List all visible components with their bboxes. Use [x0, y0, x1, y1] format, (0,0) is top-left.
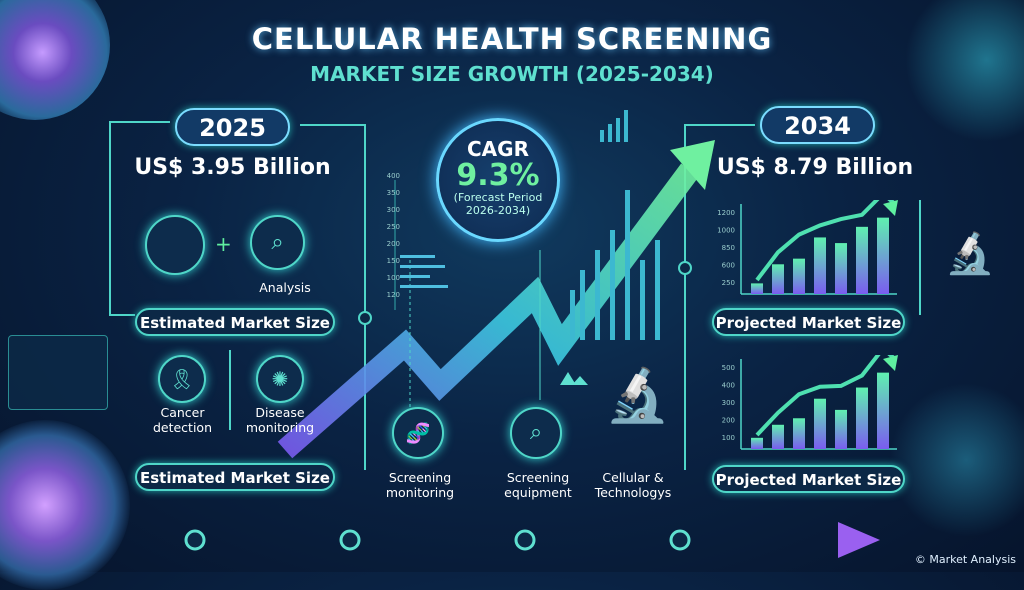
center-axis-ticks: 400 350 300 250 200 150 100 120: [376, 172, 400, 299]
screening-equipment-label: Screening equipment: [504, 470, 572, 500]
page-subtitle: MARKET SIZE GROWTH (2025-2034): [310, 62, 714, 86]
screening-monitoring-label: Screening monitoring: [385, 470, 455, 500]
bar: [835, 243, 847, 294]
axis-tick: 120: [386, 291, 400, 299]
copyright-text: © Market Analysis: [914, 553, 1016, 566]
bar: [793, 418, 805, 449]
projected-market-size-label-2: Projected Market Size: [712, 465, 905, 493]
divider: [229, 350, 231, 430]
year-2034-badge: 2034: [760, 106, 875, 144]
growth-arrow-graphic: [109, 110, 921, 558]
cancer-detection-label: Cancer detection: [152, 405, 213, 435]
bar: [856, 226, 868, 294]
virus-icon: ✺: [256, 355, 304, 403]
bar: [877, 372, 889, 449]
y-tick-label: 100: [722, 434, 735, 442]
analysis-magnifier-icon: ⌕: [250, 215, 305, 270]
bar: [751, 437, 763, 449]
y-tick-label: 500: [722, 364, 735, 372]
bar: [856, 387, 868, 449]
axis-tick: 400: [386, 172, 400, 180]
market-value-2034: US$ 8.79 Billion: [716, 155, 914, 180]
y-tick-label: 1000: [717, 227, 735, 235]
trend-arrow-line: [755, 200, 897, 282]
bar: [772, 264, 784, 294]
bar: [877, 217, 889, 294]
bar: [793, 258, 805, 294]
trend-arrow-line: [755, 355, 897, 437]
y-tick-label: 400: [722, 382, 735, 390]
y-tick-label: 600: [722, 262, 735, 270]
bar: [772, 424, 784, 449]
dna-image-bottom-right: [880, 380, 1024, 540]
plus-sign: +: [215, 232, 232, 256]
axis-tick: 350: [386, 189, 400, 197]
disease-monitoring-label: Disease monitoring: [245, 405, 315, 435]
bar: [814, 237, 826, 294]
projected-bar-chart-2: 500 400 300 200 100: [722, 355, 898, 450]
screening-magnifier-icon: ⌕: [510, 407, 562, 459]
market-value-2025: US$ 3.95 Billion: [134, 155, 331, 180]
cell-icon: [145, 215, 205, 275]
y-tick-label: 200: [722, 417, 735, 425]
forecast-period-line2: 2026-2034): [465, 204, 531, 217]
analysis-label: Analysis: [259, 280, 311, 295]
bar: [835, 409, 847, 449]
page-title: CELLULAR HEALTH SCREENING: [251, 22, 773, 56]
estimated-market-size-label-2: Estimated Market Size: [135, 463, 335, 491]
axis-tick: 100: [386, 274, 400, 282]
y-tick-label: 250: [722, 279, 735, 287]
projected-market-size-label-1: Projected Market Size: [712, 308, 905, 336]
year-2025-badge: 2025: [175, 108, 290, 146]
trend-arrow-head: [883, 355, 898, 371]
cagr-label: CAGR: [467, 137, 529, 161]
axis-tick: 300: [386, 206, 400, 214]
estimated-market-size-label-1: Estimated Market Size: [135, 308, 335, 336]
y-tick-label: 1200: [717, 209, 735, 217]
axis-tick: 250: [386, 223, 400, 231]
axis-tick: 150: [386, 257, 400, 265]
dna-image-right: [900, 0, 1024, 150]
y-tick-label: 850: [722, 244, 735, 252]
cagr-bubble: CAGR 9.3% (Forecast Period 2026-2034): [436, 118, 560, 242]
axis-tick: 200: [386, 240, 400, 248]
cell-image-bottom-left: [0, 420, 130, 590]
ribbon-icon: 🎗: [158, 355, 206, 403]
microscope-icon-right: 🔬: [945, 231, 995, 277]
forecast-period-line1: (Forecast Period: [453, 191, 543, 204]
cellular-technologies-label: Cellular & Technologys: [594, 470, 672, 500]
trend-arrow-head: [883, 200, 898, 216]
bar: [751, 283, 763, 294]
projected-bar-chart-1: 1200 1000 850 600 250: [717, 200, 898, 295]
bar: [814, 398, 826, 449]
dashboard-panel-graphic: [8, 335, 108, 410]
cagr-value: 9.3%: [456, 158, 540, 193]
y-tick-label: 300: [722, 399, 735, 407]
dna-icon: 🧬: [392, 407, 444, 459]
microscope-icon: 🔬: [605, 366, 670, 426]
